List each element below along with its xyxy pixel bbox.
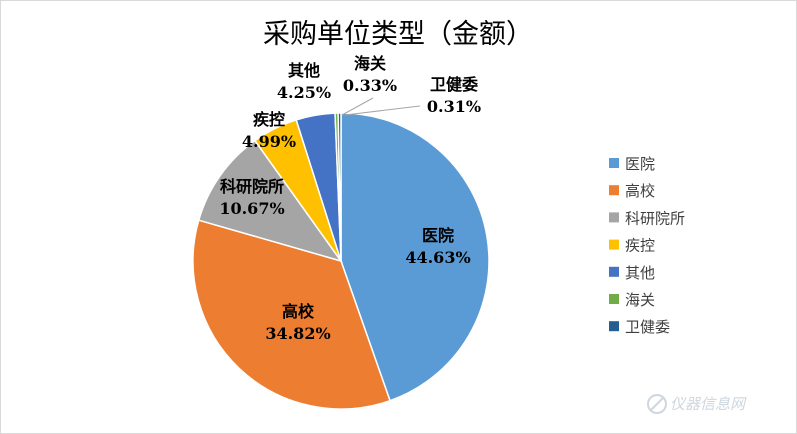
legend-swatch-3: [609, 239, 619, 250]
slice-label-value-3: 4.99%: [242, 132, 296, 151]
legend-swatch-0: [609, 158, 619, 168]
slice-label-name-1: 高校: [282, 302, 315, 321]
leader-line-6: [344, 105, 421, 116]
slice-label-name-5: 海关: [354, 54, 386, 73]
legend-swatch-6: [609, 321, 619, 332]
slice-label-name-6: 卫健委: [430, 75, 479, 94]
slice-label-name-0: 医院: [422, 226, 454, 245]
slice-label-name-2: 科研院所: [220, 177, 284, 196]
legend-label-3: 疾控: [625, 237, 655, 255]
slice-label-value-4: 4.25%: [277, 83, 331, 102]
pie-slice-6: [337, 112, 342, 262]
legend-label-4: 其他: [625, 264, 655, 282]
legend-swatch-4: [609, 266, 619, 277]
slice-label-value-0: 44.63%: [405, 248, 470, 267]
pie-slices: [192, 112, 490, 410]
slice-label-value-5: 0.33%: [343, 76, 397, 95]
legend-label-2: 科研院所: [625, 209, 685, 227]
slice-label-value-2: 10.67%: [219, 199, 284, 218]
watermark-logo-icon: [647, 394, 667, 414]
legend-swatch-2: [609, 212, 619, 223]
pie-slice-1: [192, 219, 391, 410]
legend-label-1: 高校: [625, 182, 655, 200]
legend-label-0: 医院: [625, 155, 655, 173]
leader-lines: [341, 97, 421, 116]
legend-label-6: 卫健委: [625, 318, 670, 336]
slice-label-value-6: 0.31%: [427, 97, 481, 116]
legend-swatch-1: [609, 185, 619, 196]
pie-slice-0: [340, 112, 490, 402]
slice-label-name-4: 其他: [288, 61, 320, 80]
legend-swatch-5: [609, 294, 619, 304]
legend-label-5: 海关: [625, 291, 655, 309]
slice-label-value-1: 34.82%: [265, 324, 330, 343]
slice-label-name-3: 疾控: [253, 110, 285, 129]
watermark: 仪器信息网: [647, 394, 747, 414]
watermark-text: 仪器信息网: [670, 395, 747, 413]
leader-line-5: [341, 97, 374, 116]
pie-slice-2: [197, 139, 343, 263]
chart-title: 采购单位类型（金额）: [263, 19, 533, 50]
slice-labels: 医院 44.63% 高校 34.82% 科研院所 10.67% 疾控 4.99% 其他 4.25%…: [219, 54, 481, 343]
